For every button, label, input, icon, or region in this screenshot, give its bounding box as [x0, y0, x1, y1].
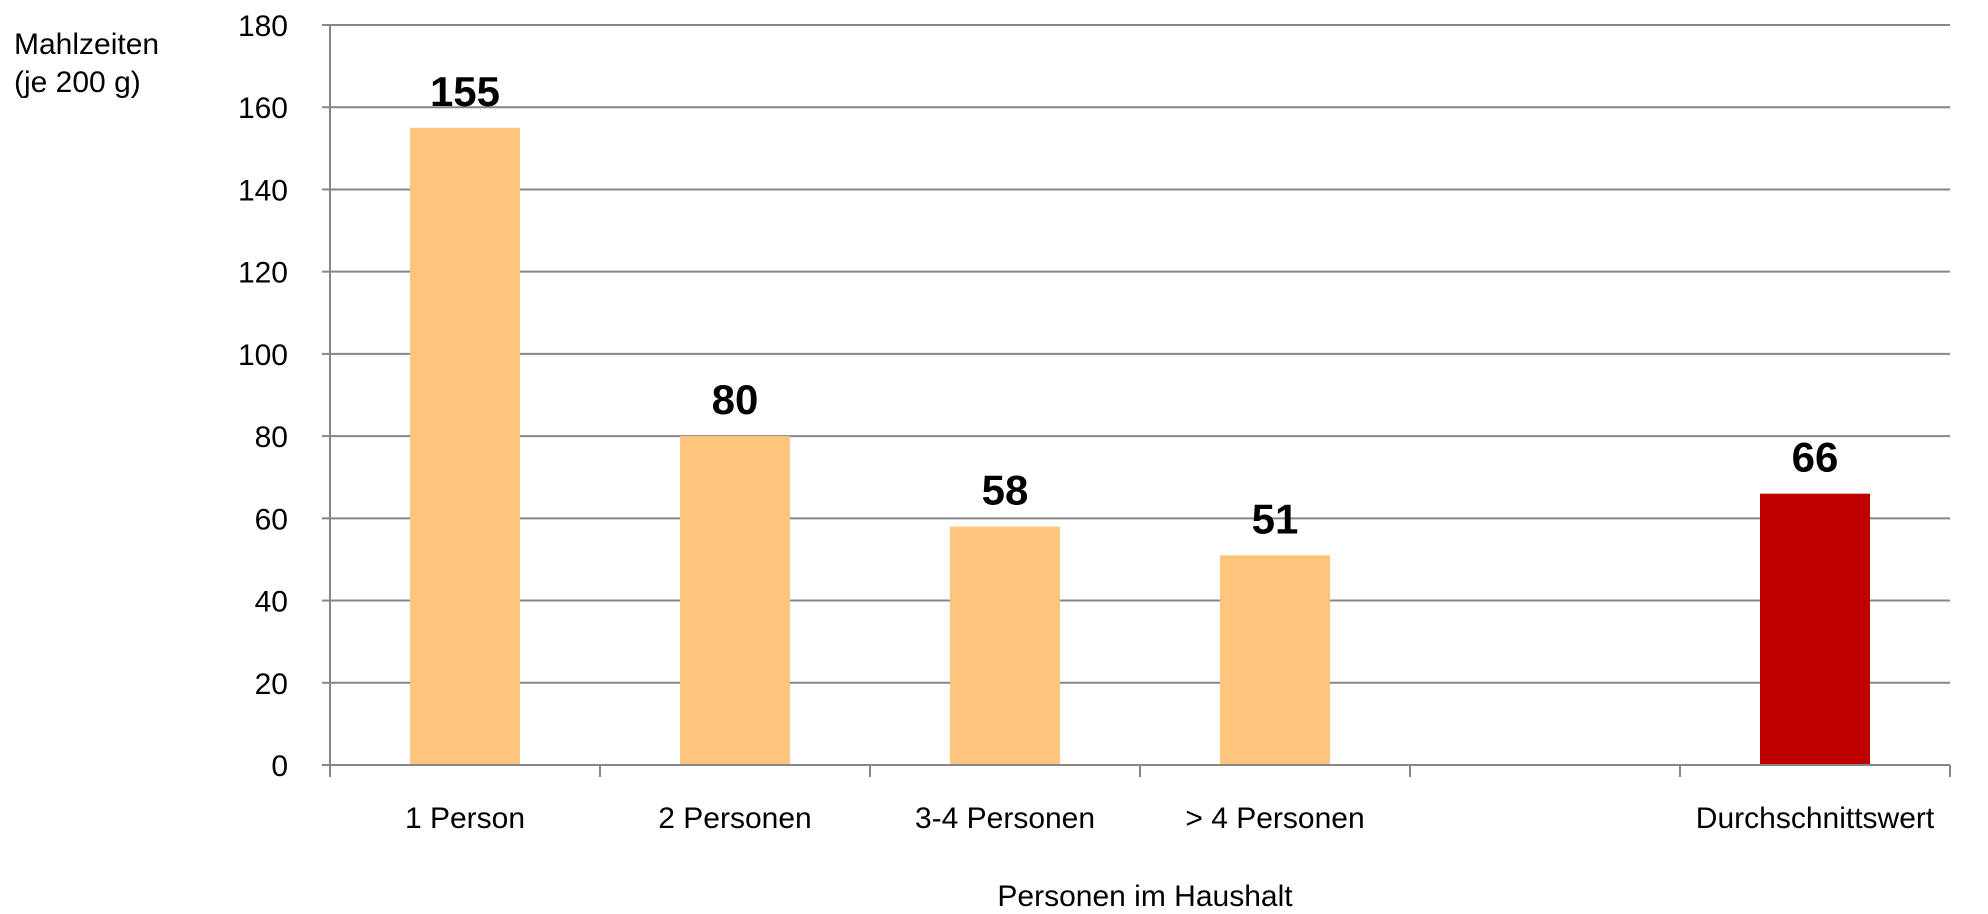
data-label: 155 — [430, 68, 500, 115]
data-label: 51 — [1252, 495, 1299, 542]
y-tick-label: 120 — [238, 257, 288, 290]
x-axis-title: Personen im Haushalt — [997, 880, 1293, 913]
bar — [1220, 555, 1330, 765]
y-tick-label: 80 — [255, 421, 288, 454]
x-tick-label: 2 Personen — [658, 802, 811, 835]
gridlines — [330, 24, 1950, 684]
bar — [1760, 493, 1870, 765]
y-axis-title-line-1: Mahlzeiten — [14, 28, 160, 61]
bar — [410, 127, 520, 766]
x-tick-label: 1 Person — [405, 802, 525, 835]
y-tick-label: 160 — [238, 92, 288, 125]
y-axis-title: Mahlzeiten (je 200 g) — [14, 26, 159, 102]
y-tick-label: 180 — [238, 10, 288, 43]
y-tick-label: 100 — [238, 339, 288, 372]
data-label: 80 — [712, 376, 759, 423]
data-label: 66 — [1792, 434, 1839, 481]
bars — [410, 127, 1870, 766]
y-axis-ticks: 0 20 40 60 80 100 120 140 160 180 — [238, 10, 331, 783]
bar — [680, 436, 790, 765]
x-axis: 1 Person 2 Personen 3-4 Personen > 4 Person… — [329, 764, 1951, 835]
x-tick-label: > 4 Personen — [1185, 802, 1364, 835]
y-tick-label: 40 — [255, 586, 288, 619]
y-tick-label: 140 — [238, 174, 288, 207]
x-tick-label: 3-4 Personen — [915, 802, 1095, 835]
bar — [950, 526, 1060, 765]
x-tick-label: Durchschnittswert — [1696, 802, 1935, 835]
data-label: 58 — [982, 467, 1029, 514]
y-tick-label: 60 — [255, 503, 288, 536]
data-labels: 155 80 58 51 66 — [430, 68, 1838, 543]
y-axis-title-line-2: (je 200 g) — [14, 66, 141, 99]
y-tick-label: 0 — [271, 750, 288, 783]
y-tick-label: 20 — [255, 668, 288, 701]
